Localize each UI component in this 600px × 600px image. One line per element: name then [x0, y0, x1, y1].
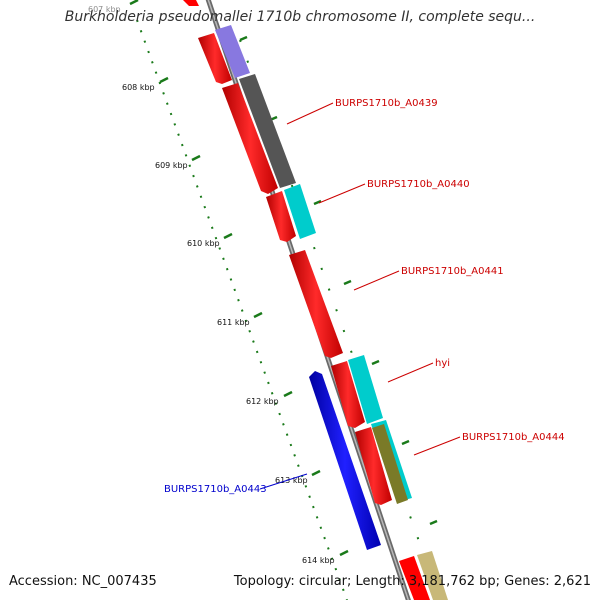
- tick-label: 608 kbp: [122, 83, 155, 92]
- gene-label[interactable]: BURPS1710b_A0440: [367, 179, 470, 190]
- tick-label: 609 kbp: [155, 161, 188, 170]
- gene-feature[interactable]: [222, 83, 278, 194]
- gene-feature[interactable]: [215, 25, 250, 78]
- topology-text: Topology: circular; Length: 3,181,762 bp…: [233, 574, 591, 589]
- tick-marks: [129, 0, 438, 557]
- gene-feature[interactable]: [331, 361, 365, 428]
- scale-line: [136, 19, 348, 600]
- gene-feature[interactable]: [266, 191, 296, 242]
- gene-feature[interactable]: [355, 427, 392, 505]
- tick-mark: [311, 469, 321, 477]
- outer-tick-mark: [343, 279, 352, 286]
- gene-feature[interactable]: [309, 371, 381, 550]
- tick-label: 610 kbp: [187, 239, 220, 248]
- tick-mark: [283, 390, 293, 398]
- outer-tick-mark: [313, 199, 322, 206]
- gene-feature[interactable]: [372, 424, 408, 504]
- tick-label: 613 kbp: [275, 476, 308, 485]
- gene-feature[interactable]: [289, 250, 343, 358]
- gene-feature[interactable]: [399, 556, 430, 600]
- label-leaders: [259, 102, 461, 490]
- tick-label: 611 kbp: [217, 318, 250, 327]
- gene-label[interactable]: hyi: [435, 358, 450, 369]
- map-title: Burkholderia pseudomallei 1710b chromoso…: [64, 9, 536, 25]
- gene-feature[interactable]: [284, 184, 316, 239]
- gene-feature[interactable]: [183, 0, 199, 6]
- accession-text: Accession: NC_007435: [9, 574, 157, 589]
- outer-tick-mark: [371, 359, 380, 366]
- gene-label[interactable]: BURPS1710b_A0439: [335, 98, 438, 109]
- gene-features: [183, 0, 448, 600]
- tick-label: 612 kbp: [246, 397, 279, 406]
- tick-mark: [253, 311, 263, 319]
- gene-label[interactable]: BURPS1710b_A0444: [462, 432, 565, 443]
- gene-feature[interactable]: [198, 33, 232, 84]
- outer-tick-mark: [429, 519, 438, 526]
- tick-label: 614 kbp: [302, 556, 335, 565]
- gene-feature[interactable]: [239, 74, 296, 188]
- tick-mark: [159, 76, 169, 84]
- gene-label[interactable]: BURPS1710b_A0443: [164, 484, 267, 495]
- gene-feature[interactable]: [348, 355, 383, 424]
- tick-mark: [191, 154, 201, 162]
- tick-mark: [129, 0, 139, 6]
- outer-tick-mark: [401, 439, 410, 446]
- tick-labels: 607 kbp 608 kbp 609 kbp 610 kbp 611 kbp …: [88, 5, 335, 565]
- gene-label[interactable]: BURPS1710b_A0441: [401, 266, 504, 277]
- tick-mark: [223, 232, 233, 240]
- tick-label: 607 kbp: [88, 5, 121, 14]
- outer-tick-mark: [239, 35, 248, 42]
- tick-mark: [339, 549, 349, 557]
- gene-labels: BURPS1710b_A0439 BURPS1710b_A0440 BURPS1…: [164, 98, 565, 495]
- gene-feature[interactable]: [417, 551, 448, 600]
